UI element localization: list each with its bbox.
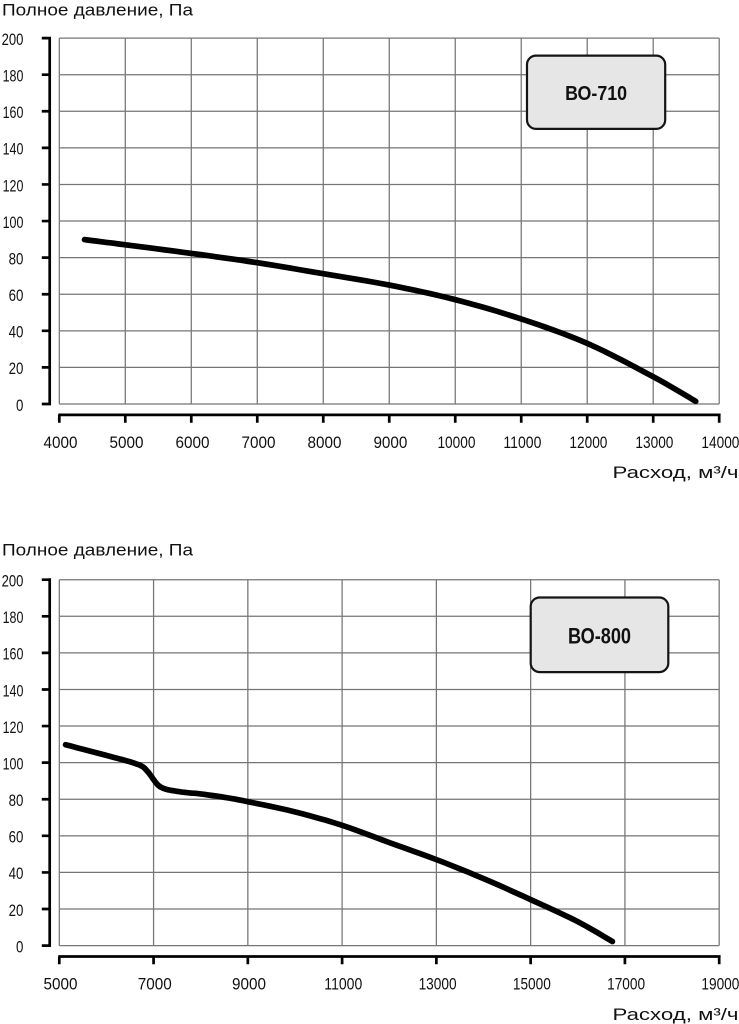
svg-text:140: 140 xyxy=(3,141,24,159)
svg-text:19000: 19000 xyxy=(701,976,739,994)
svg-text:200: 200 xyxy=(2,573,24,591)
svg-text:100: 100 xyxy=(3,214,24,232)
svg-text:13000: 13000 xyxy=(635,434,673,452)
svg-text:14000: 14000 xyxy=(701,434,739,452)
svg-text:15000: 15000 xyxy=(513,976,551,994)
svg-text:60: 60 xyxy=(9,829,24,847)
svg-text:180: 180 xyxy=(3,609,24,627)
svg-text:11000: 11000 xyxy=(503,434,541,452)
svg-text:40: 40 xyxy=(9,324,24,342)
svg-text:80: 80 xyxy=(9,792,24,810)
svg-text:Расход, м³/ч: Расход, м³/ч xyxy=(613,463,739,482)
svg-text:120: 120 xyxy=(3,719,24,737)
svg-text:180: 180 xyxy=(3,67,24,85)
svg-text:120: 120 xyxy=(3,177,24,195)
svg-text:17000: 17000 xyxy=(607,976,645,994)
svg-text:40: 40 xyxy=(9,865,24,883)
svg-text:11000: 11000 xyxy=(324,976,362,994)
svg-text:200: 200 xyxy=(2,31,24,49)
svg-text:Расход, м³/ч: Расход, м³/ч xyxy=(613,1005,739,1024)
svg-text:0: 0 xyxy=(16,397,23,415)
svg-text:100: 100 xyxy=(3,755,24,773)
svg-text:0: 0 xyxy=(16,938,23,956)
svg-text:20: 20 xyxy=(9,902,24,920)
svg-text:13000: 13000 xyxy=(419,976,457,994)
svg-text:5000: 5000 xyxy=(109,434,143,452)
svg-text:Полное давление, Па: Полное давление, Па xyxy=(2,0,194,19)
svg-text:ВО-800: ВО-800 xyxy=(568,624,631,649)
svg-text:5000: 5000 xyxy=(44,976,78,994)
svg-text:8000: 8000 xyxy=(307,434,341,452)
svg-text:6000: 6000 xyxy=(175,434,209,452)
svg-text:7000: 7000 xyxy=(138,976,172,994)
svg-text:ВО-710: ВО-710 xyxy=(565,83,627,105)
svg-text:9000: 9000 xyxy=(232,976,266,994)
svg-text:Полное давление, Па: Полное давление, Па xyxy=(2,540,194,559)
svg-text:10000: 10000 xyxy=(437,434,475,452)
svg-text:160: 160 xyxy=(3,646,24,664)
svg-text:12000: 12000 xyxy=(569,434,607,452)
svg-text:20: 20 xyxy=(9,360,24,378)
svg-text:80: 80 xyxy=(9,250,24,268)
svg-text:7000: 7000 xyxy=(241,434,275,452)
svg-text:60: 60 xyxy=(9,287,24,305)
svg-text:9000: 9000 xyxy=(373,434,407,452)
svg-text:160: 160 xyxy=(3,104,24,122)
svg-text:140: 140 xyxy=(3,682,24,700)
svg-text:4000: 4000 xyxy=(44,434,78,452)
